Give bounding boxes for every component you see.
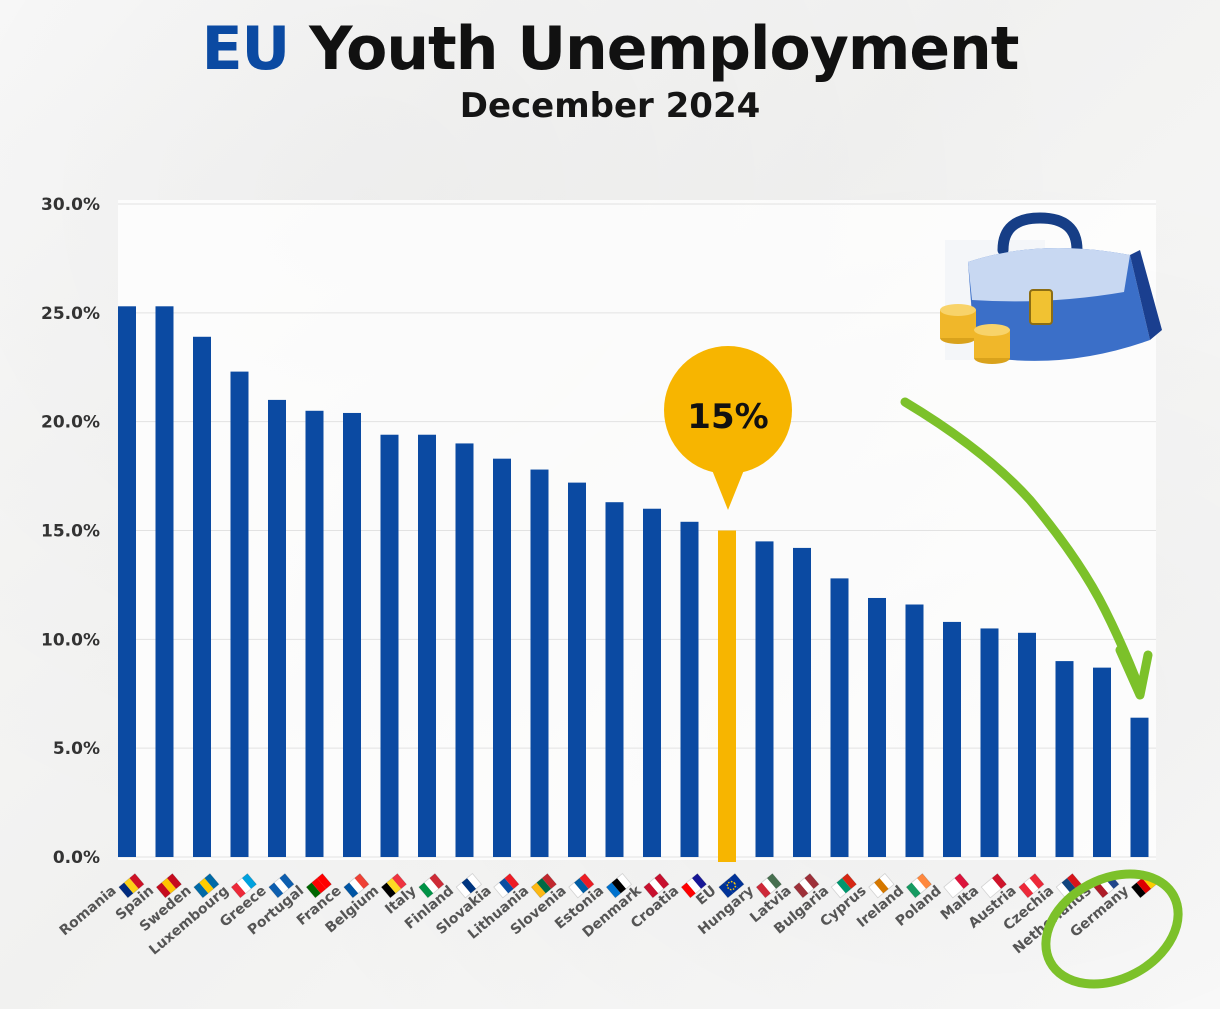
bar-eu xyxy=(718,530,736,862)
bar-bulgaria xyxy=(830,578,849,857)
flag-portugal-icon xyxy=(305,873,332,899)
flag-luxembourg-icon xyxy=(230,873,257,899)
title-accent: EU xyxy=(201,14,291,84)
flag-sweden-icon xyxy=(193,873,220,899)
bar-italy xyxy=(418,434,436,857)
gridlines xyxy=(118,203,1156,858)
flag-hungary-icon xyxy=(755,873,782,899)
y-axis: 0.0% 5.0% 10.0% 15.0% 20.0% 25.0% 30.0% xyxy=(41,195,100,868)
bar-czechia xyxy=(1055,661,1074,857)
flag-ireland-icon xyxy=(905,873,932,899)
flag-belgium-icon xyxy=(380,873,407,899)
flag-slovakia-icon xyxy=(493,873,520,899)
page-title: EU Youth Unemployment xyxy=(0,14,1220,84)
bar-germany xyxy=(1130,717,1149,857)
flag-finland-icon xyxy=(455,873,482,899)
title-main: Youth Unemployment xyxy=(309,14,1019,84)
y-tick-label: 5.0% xyxy=(53,739,100,759)
flag-romania-icon xyxy=(118,873,145,899)
bar-slovakia xyxy=(493,458,511,857)
annotation-circle xyxy=(1041,869,1183,989)
bar-lithuania xyxy=(530,469,549,857)
bar-latvia xyxy=(793,547,811,857)
flag-greece-icon xyxy=(268,873,295,899)
bar-slovenia xyxy=(568,482,586,857)
bar-france xyxy=(343,412,361,857)
bar-sweden xyxy=(193,336,211,857)
flag-latvia-icon xyxy=(793,873,820,899)
bar-luxembourg xyxy=(230,371,249,857)
bar-denmark xyxy=(643,508,661,857)
bar-ireland xyxy=(905,604,924,857)
flag-croatia-icon xyxy=(680,873,707,899)
bar-malta xyxy=(980,628,999,857)
flag-czechia-icon xyxy=(1055,873,1082,899)
bar-austria xyxy=(1018,632,1036,857)
y-tick-label: 25.0% xyxy=(41,304,100,324)
bar-cyprus xyxy=(868,597,886,857)
flag-estonia-icon xyxy=(605,873,632,899)
x-axis: RomaniaSpainSwedenLuxembourgGreecePortug… xyxy=(57,873,1157,958)
flag-france-icon xyxy=(343,873,370,899)
x-tick-label: Romania xyxy=(57,883,120,939)
flag-malta-icon xyxy=(980,873,1007,899)
callout-bubble: 15% xyxy=(664,346,792,510)
flag-italy-icon xyxy=(418,873,445,899)
flag-spain-icon xyxy=(155,873,182,899)
callout-label: 15% xyxy=(687,397,768,437)
flag-eu-icon xyxy=(718,873,745,899)
flag-bulgaria-icon xyxy=(830,873,857,899)
bar-finland xyxy=(455,443,474,857)
bar-hungary xyxy=(755,541,774,857)
flag-denmark-icon xyxy=(643,873,670,899)
flag-slovenia-icon xyxy=(568,873,595,899)
y-tick-label: 0.0% xyxy=(53,848,100,868)
y-tick-label: 15.0% xyxy=(41,522,100,542)
bars xyxy=(118,306,1149,862)
bar-greece xyxy=(268,399,286,857)
bar-estonia xyxy=(605,502,624,857)
page-subtitle: December 2024 xyxy=(459,86,761,126)
annotation-arrow xyxy=(900,397,1153,700)
y-tick-label: 30.0% xyxy=(41,195,100,215)
briefcase-illustration xyxy=(940,212,1162,364)
flag-cyprus-icon xyxy=(868,873,895,899)
bar-croatia xyxy=(680,521,699,857)
bar-netherlands xyxy=(1093,667,1111,857)
bar-spain xyxy=(155,306,174,857)
flag-lithuania-icon xyxy=(530,873,557,899)
bar-belgium xyxy=(380,434,399,857)
bar-portugal xyxy=(305,410,324,857)
flag-poland-icon xyxy=(943,873,970,899)
bar-poland xyxy=(943,621,961,857)
flag-austria-icon xyxy=(1018,873,1045,899)
y-tick-label: 10.0% xyxy=(41,630,100,650)
bar-romania xyxy=(118,306,136,857)
y-tick-label: 20.0% xyxy=(41,413,100,433)
